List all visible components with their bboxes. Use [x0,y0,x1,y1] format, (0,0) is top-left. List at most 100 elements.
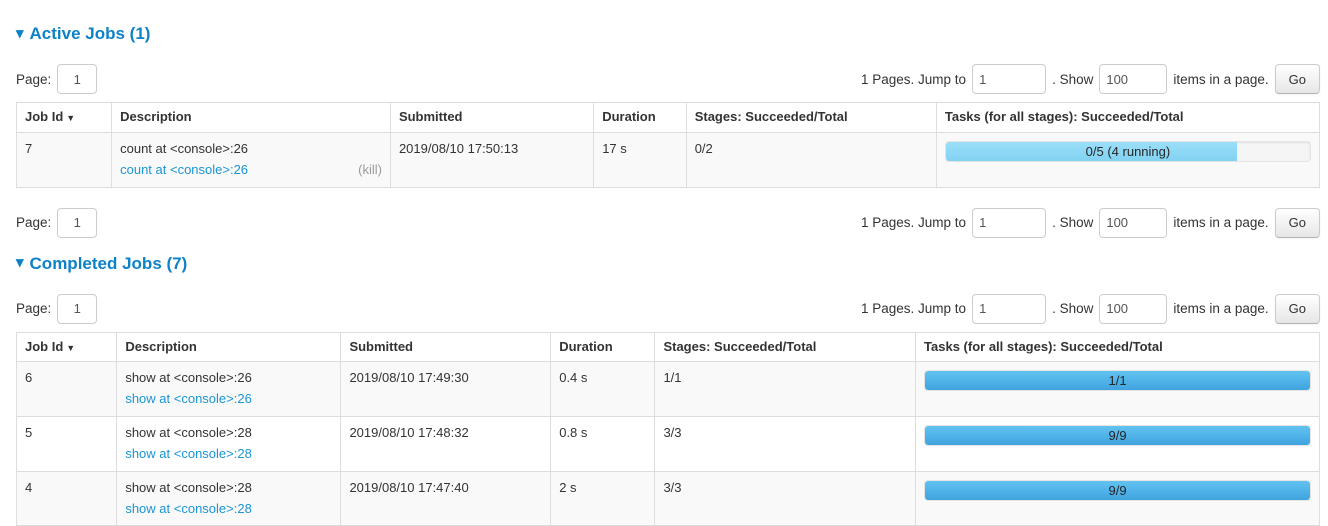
stages-cell: 3/3 [654,416,917,472]
page-number-input[interactable] [57,207,98,238]
column-header-submitted[interactable]: Submitted [340,331,552,363]
submitted-cell: 2019/08/10 17:48:32 [340,416,552,472]
column-header-submitted[interactable]: Submitted [389,102,595,133]
items-per-page-text: items in a page. [1173,215,1269,231]
tasks-progress-bar: 1/1 [924,370,1311,392]
stages-cell: 0/2 [685,131,937,188]
progress-label: 9/9 [1108,428,1127,444]
job-id-cell: 6 [15,361,118,418]
completed-jobs-heading[interactable]: ▾ Completed Jobs (7) [16,254,1320,274]
job-description-text: count at <console>:26 [120,140,249,156]
duration-cell: 0.8 s [550,416,656,472]
tasks-progress-bar: 9/9 [924,425,1311,447]
stages-cell: 3/3 [654,470,917,526]
job-id-cell: 7 [15,131,113,188]
show-text: . Show [1052,71,1094,87]
job-id-cell: 4 [15,470,118,526]
column-header-stages[interactable]: Stages: Succeeded/Total [654,331,917,363]
jump-to-page-input[interactable] [972,293,1047,324]
page-number-input[interactable] [57,293,98,324]
job-id-header-label: Job Id [25,109,64,124]
duration-cell: 17 s [593,131,687,188]
jump-to-page-input[interactable] [972,64,1047,94]
tasks-cell: 0/5 (4 running) [935,131,1321,188]
go-button[interactable]: Go [1274,207,1320,238]
pagination-row-active-bottom: Page: 1 Pages. Jump to . Show items in a… [16,207,1320,238]
job-description-link[interactable]: show at <console>:26 [125,391,252,407]
progress-label: 9/9 [1108,482,1127,498]
active-jobs-heading[interactable]: ▾ Active Jobs (1) [16,24,1320,44]
job-id-header-label: Job Id [25,338,64,354]
tasks-cell: 9/9 [915,416,1320,472]
tasks-cell: 1/1 [915,361,1320,418]
sort-desc-icon: ▼ [66,342,76,353]
completed-jobs-title: Completed Jobs (7) [29,253,188,273]
column-header-job-id[interactable]: Job Id ▼ [15,102,113,133]
description-cell: show at <console>:28 show at <console>:2… [116,416,342,472]
page-size-input[interactable] [1099,207,1168,238]
collapse-arrow-icon: ▾ [16,24,24,42]
page-number-input[interactable] [57,64,98,94]
column-header-duration[interactable]: Duration [550,331,656,363]
column-header-duration[interactable]: Duration [593,102,687,133]
kill-job-link[interactable]: (kill) [358,161,382,177]
description-cell: show at <console>:28 show at <console>:2… [116,470,342,526]
total-pages-text: 1 Pages. Jump to [861,71,967,87]
tasks-progress-bar: 0/5 (4 running) [944,140,1311,162]
column-header-tasks[interactable]: Tasks (for all stages): Succeeded/Total [915,331,1320,363]
go-button[interactable]: Go [1274,293,1320,324]
items-per-page-text: items in a page. [1173,71,1269,87]
job-description-text: show at <console>:28 [125,425,252,441]
sort-desc-icon: ▼ [66,113,76,123]
pagination-row-active-top: Page: 1 Pages. Jump to . Show items in a… [16,64,1320,94]
collapse-arrow-icon: ▾ [16,254,24,272]
tasks-cell: 9/9 [915,470,1320,526]
submitted-cell: 2019/08/10 17:47:40 [340,470,552,526]
stages-cell: 1/1 [654,361,917,418]
show-text: . Show [1052,301,1094,317]
description-cell: count at <console>:26 count at <console>… [111,131,391,188]
tasks-progress-bar: 9/9 [924,479,1311,501]
column-header-stages[interactable]: Stages: Succeeded/Total [685,102,937,133]
progress-fill-done [925,371,1310,391]
table-header-row: Job Id ▼ Description Submitted Duration S… [15,102,1321,133]
duration-cell: 2 s [550,470,656,526]
progress-fill-running [945,141,1238,161]
progress-fill-done [925,480,1310,500]
submitted-cell: 2019/08/10 17:49:30 [340,361,552,418]
job-id-cell: 5 [15,416,118,472]
page-label: Page: [16,215,52,231]
completed-jobs-table: Job Id ▼ Description Submitted Duration S… [15,331,1320,526]
page-size-input[interactable] [1099,293,1168,324]
jump-to-page-input[interactable] [972,207,1047,238]
job-description-text: show at <console>:28 [125,479,252,495]
pagination-row-completed-top: Page: 1 Pages. Jump to . Show items in a… [16,293,1320,324]
total-pages-text: 1 Pages. Jump to [861,215,967,231]
job-description-link[interactable]: show at <console>:28 [125,500,252,516]
page-size-input[interactable] [1099,64,1168,94]
total-pages-text: 1 Pages. Jump to [861,301,967,317]
job-description-text: show at <console>:26 [125,370,252,386]
active-jobs-table: Job Id ▼ Description Submitted Duration S… [15,102,1321,188]
active-jobs-title: Active Jobs (1) [29,24,151,43]
job-description-link[interactable]: show at <console>:28 [125,445,252,461]
progress-label: 1/1 [1108,373,1127,389]
progress-label: 0/5 (4 running) [1085,143,1171,159]
progress-fill-done [925,426,1310,446]
page-label: Page: [16,301,52,317]
column-header-description[interactable]: Description [111,102,391,133]
page-label: Page: [16,71,52,87]
show-text: . Show [1052,215,1094,231]
duration-cell: 0.4 s [550,361,656,418]
column-header-tasks[interactable]: Tasks (for all stages): Succeeded/Total [935,102,1321,133]
description-cell: show at <console>:26 show at <console>:2… [116,361,342,418]
go-button[interactable]: Go [1274,64,1320,94]
completed-job-row: 5 show at <console>:28 show at <console>… [15,416,1320,472]
completed-job-row: 4 show at <console>:28 show at <console>… [15,470,1320,526]
column-header-job-id[interactable]: Job Id ▼ [15,331,118,363]
job-description-link[interactable]: count at <console>:26 [120,161,249,177]
column-header-description[interactable]: Description [116,331,342,363]
completed-job-row: 6 show at <console>:26 show at <console>… [15,361,1320,418]
items-per-page-text: items in a page. [1173,301,1269,317]
